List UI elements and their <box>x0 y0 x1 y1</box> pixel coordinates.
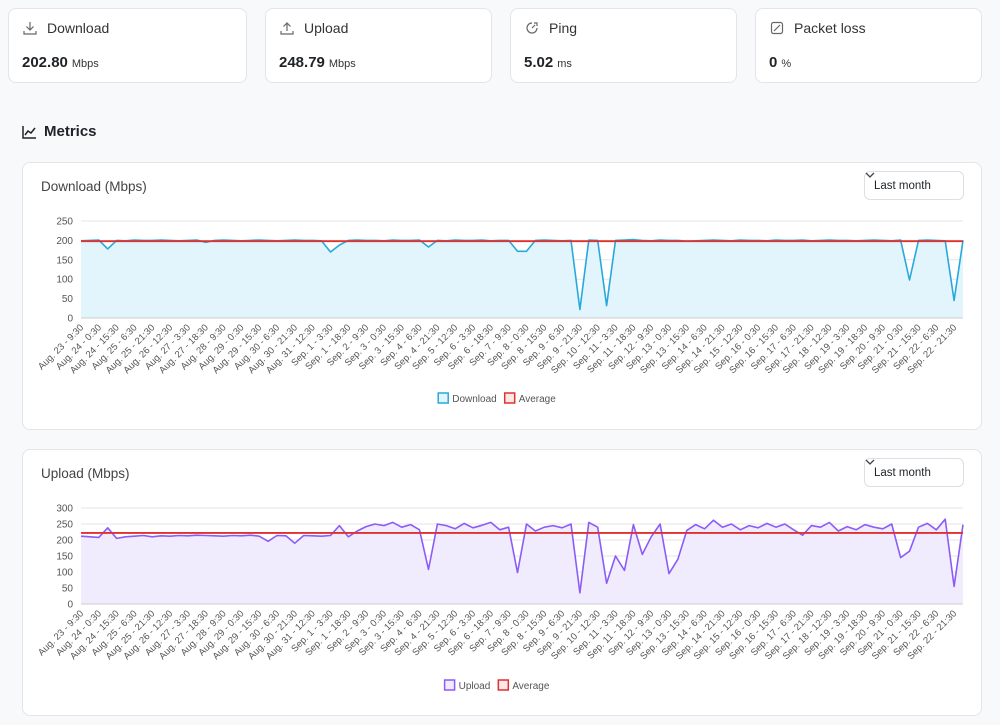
legend-swatch <box>503 392 516 404</box>
legend-label: Download <box>452 394 496 405</box>
y-tick-label: 200 <box>56 236 73 247</box>
y-tick-label: 200 <box>56 536 73 547</box>
chevron <box>865 459 875 465</box>
y-tick-label: 250 <box>56 217 73 228</box>
area <box>81 519 963 604</box>
y-tick-label: 300 <box>56 504 73 515</box>
legend-swatch <box>497 679 510 691</box>
y-tick-label: 100 <box>56 568 73 579</box>
chevron <box>865 172 875 178</box>
icon <box>23 22 37 35</box>
range-label: Last month <box>874 466 931 479</box>
chart-title: Download (Mbps) <box>41 179 147 194</box>
stat-unit: Mbps <box>328 58 356 70</box>
stat-label: Packet loss <box>794 20 866 36</box>
chart-title: Upload (Mbps) <box>41 466 130 481</box>
y-tick-label: 50 <box>62 294 74 305</box>
icon <box>770 21 784 35</box>
y-tick-label: 50 <box>62 584 74 595</box>
range-dropdown[interactable]: Last month <box>864 171 964 200</box>
legend-label: Average <box>519 394 557 405</box>
stat-unit: Mbps <box>71 58 99 70</box>
stat-value: 248.79 <box>279 54 325 71</box>
y-tick-label: 250 <box>56 520 73 531</box>
y-tick-label: 0 <box>67 600 73 611</box>
stat-label: Download <box>47 20 110 36</box>
stat-card: Packet loss 0% <box>755 8 982 83</box>
section-title: Metrics <box>44 123 97 140</box>
icon <box>22 125 36 139</box>
line <box>80 518 964 594</box>
icon <box>280 22 294 35</box>
section-heading: Metrics <box>22 123 97 140</box>
stat-value: 202.80 <box>22 54 68 71</box>
stat-value: 5.02 <box>524 54 554 71</box>
area <box>81 239 963 318</box>
chart-card: Download (Mbps) Last month 0 50 100 150 200 2… <box>22 162 982 430</box>
stat-value: 0 <box>769 54 778 71</box>
stat-label: Ping <box>549 20 578 36</box>
range-dropdown[interactable]: Last month <box>864 458 964 487</box>
y-tick-label: 0 <box>67 314 73 325</box>
legend-swatch <box>437 392 449 404</box>
y-tick-label: 150 <box>56 255 73 266</box>
icon <box>526 22 538 34</box>
range-label: Last month <box>874 179 931 192</box>
chart-card: Upload (Mbps) Last month 0 50 100 150 200 250… <box>22 449 982 716</box>
y-tick-label: 100 <box>56 275 73 286</box>
stat-label: Upload <box>304 20 349 36</box>
legend-label: Average <box>512 681 550 692</box>
stat-card: Ping 5.02 ms <box>510 8 737 83</box>
legend-label: Upload <box>459 681 491 692</box>
stat-card: Upload 248.79 Mbps <box>265 8 492 83</box>
stat-card: Download 202.80 Mbps <box>8 8 247 83</box>
stat-unit: ms <box>557 58 572 70</box>
stat-unit: % <box>781 58 792 70</box>
y-tick-label: 150 <box>56 552 73 563</box>
legend-swatch <box>443 679 456 691</box>
